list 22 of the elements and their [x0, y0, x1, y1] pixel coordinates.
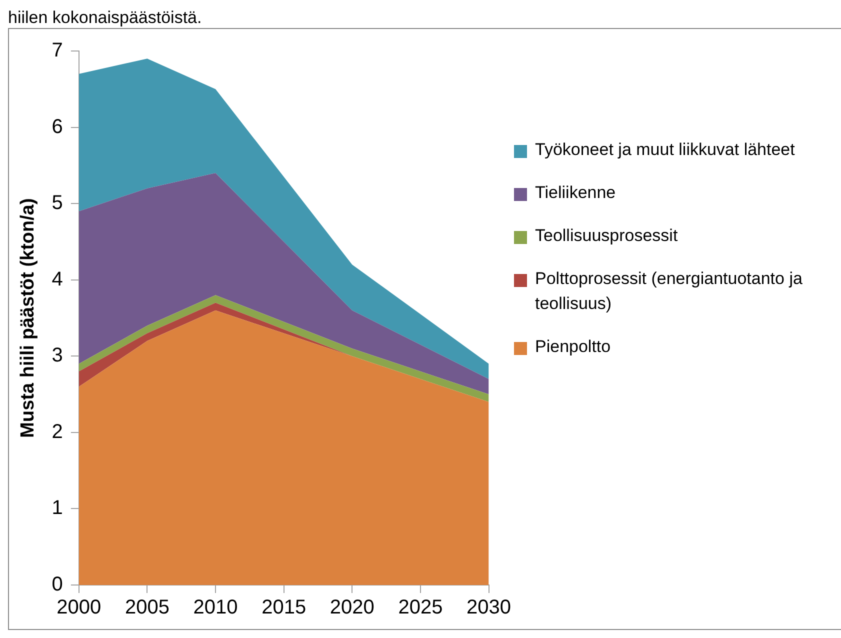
y-tick-label: 4 — [52, 268, 63, 290]
legend-label: Työkoneet ja muut liikkuvat lähteet — [535, 139, 795, 161]
x-tick-label: 2030 — [466, 596, 512, 619]
y-axis-title: Musta hiili päästöt (kton/a) — [18, 198, 39, 438]
legend-label: Polttoprosessit (energiantuotanto ja teollisuus) — [535, 268, 804, 315]
x-tick-label: 2000 — [56, 596, 102, 619]
text: hiilen kokonaispäästöistä. — [8, 8, 203, 28]
x-tick-label: 2010 — [193, 596, 238, 619]
x-tick-label: 2015 — [262, 596, 306, 619]
legend-label: Tieliikenne — [535, 182, 616, 204]
y-tick-label: 2 — [52, 420, 63, 443]
x-tick-label: 2005 — [124, 596, 170, 619]
x-tick-label: 2020 — [330, 596, 374, 619]
y-tick-label: 1 — [52, 497, 63, 520]
y-tick-label: 6 — [52, 116, 63, 138]
y-tick-label: 3 — [52, 344, 63, 367]
legend-label: Teollisuusprosessit — [535, 225, 678, 247]
legend-label: Pienpoltto — [535, 336, 611, 358]
x-tick-label: 2025 — [398, 596, 443, 619]
y-tick-label: 7 — [52, 40, 63, 62]
y-tick-label: 0 — [52, 574, 63, 596]
y-tick-label: 5 — [52, 192, 63, 214]
